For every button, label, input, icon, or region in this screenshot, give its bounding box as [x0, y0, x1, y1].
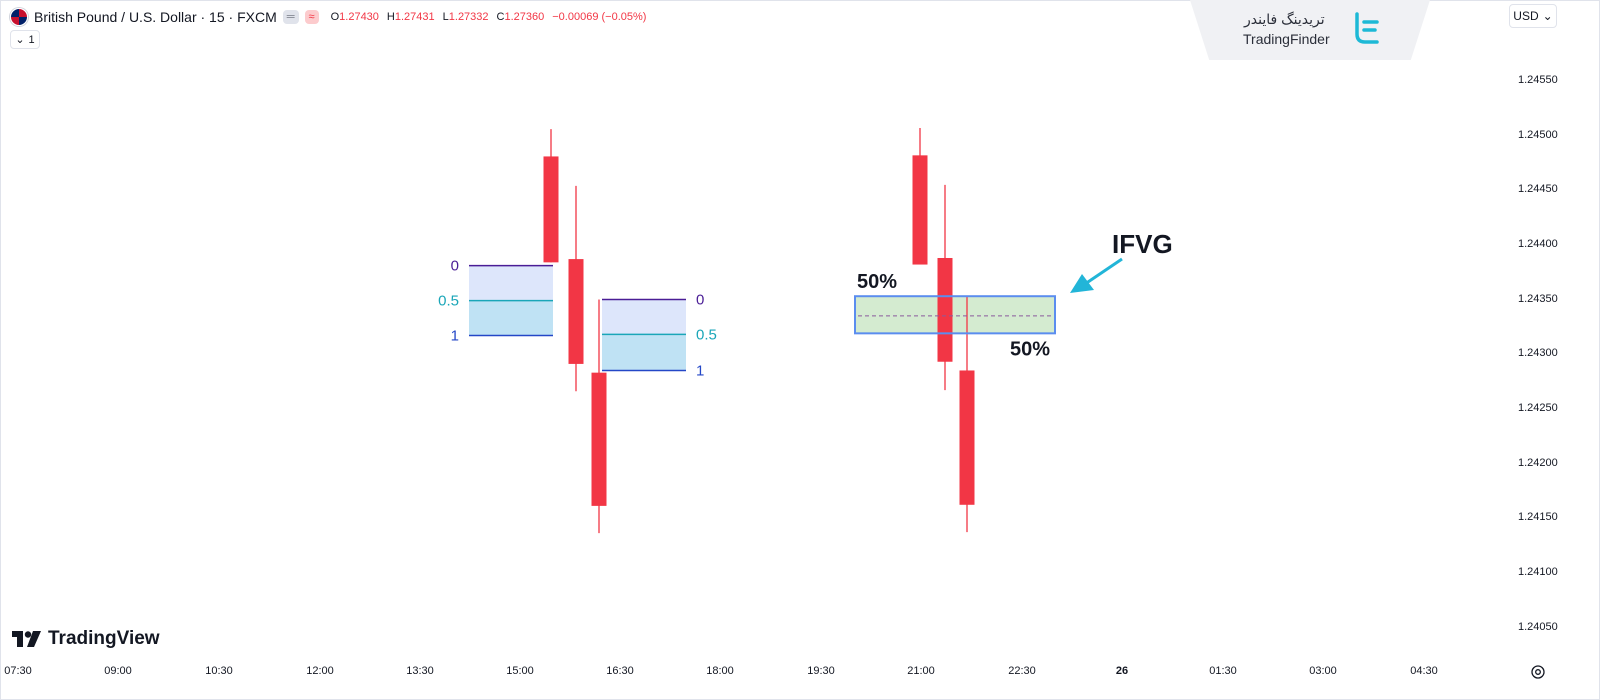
ifvg-arrow-head-icon	[1070, 274, 1094, 293]
open-key: O	[330, 11, 340, 23]
price-label: 1.24100	[1518, 566, 1558, 578]
fvg-level-0-label: 0	[451, 258, 459, 275]
candle-body[interactable]	[912, 155, 928, 265]
price-label: 1.24150	[1518, 511, 1558, 523]
price-label: 1.24300	[1518, 347, 1558, 359]
price-label: 1.24050	[1518, 621, 1558, 633]
watermark-text-en: TradingFinder	[1243, 31, 1330, 47]
close-value: 1.27360	[504, 11, 545, 23]
tradingview-logo-text: TradingView	[48, 628, 160, 649]
symbol-legend[interactable]: British Pound / U.S. Dollar · 15 · FXCM …	[10, 7, 646, 27]
price-label: 1.24250	[1518, 402, 1558, 414]
time-label: 07:30	[4, 665, 32, 677]
currency-label: USD	[1513, 9, 1539, 23]
ifvg-zone[interactable]	[855, 296, 1055, 334]
high-key: H	[386, 11, 395, 23]
time-label: 22:30	[1008, 665, 1036, 677]
chevron-down-icon: ⌄	[15, 34, 25, 46]
fvg-zone-upper-half	[469, 265, 553, 301]
time-label: 10:30	[205, 665, 233, 677]
time-label: 04:30	[1410, 665, 1438, 677]
time-label: 21:00	[907, 665, 935, 677]
fvg-level-05-label: 0.5	[438, 293, 459, 310]
indicator-count: 1	[28, 33, 35, 46]
tradingview-logo-icon	[12, 631, 41, 647]
close-key: C	[496, 11, 505, 23]
time-label: 12:00	[306, 665, 334, 677]
candle-body[interactable]	[543, 156, 559, 263]
ifvg-top-label: 50%	[857, 271, 897, 293]
gbp-usd-flag-icon	[10, 8, 28, 26]
fvg-level-1-label: 1	[451, 328, 459, 345]
symbol-title[interactable]: British Pound / U.S. Dollar · 15 · FXCM	[34, 9, 277, 25]
data-delay-pill[interactable]: ≈	[304, 10, 319, 24]
currency-select[interactable]: USD ⌄	[1509, 4, 1557, 28]
low-value: 1.27332	[448, 11, 489, 23]
time-label: 13:30	[406, 665, 434, 677]
time-label: 01:30	[1209, 665, 1237, 677]
time-label: 18:00	[706, 665, 734, 677]
time-label: 16:30	[606, 665, 634, 677]
ifvg-bottom-label: 50%	[1010, 338, 1050, 360]
candle-body[interactable]	[959, 370, 975, 505]
price-label: 1.24450	[1518, 183, 1558, 195]
tradingview-logo[interactable]: TradingView	[12, 628, 160, 650]
ohlc-values: O1.27430 H1.27431 L1.27332 C1.27360 −0.0…	[331, 11, 647, 23]
fvg-level-1-label: 1	[696, 362, 704, 379]
indicators-collapse-button[interactable]: ⌄ 1	[10, 30, 40, 49]
fvg-level-05-label: 0.5	[696, 326, 717, 343]
time-label: 26	[1115, 665, 1129, 677]
price-label: 1.24550	[1518, 74, 1558, 86]
candle-body[interactable]	[937, 257, 953, 362]
time-label: 19:30	[807, 665, 835, 677]
candlestick-chart[interactable]: 0 0.5 1 0 0.5 1 50% 50% IFVG	[0, 0, 1500, 650]
open-value: 1.27430	[339, 11, 379, 23]
price-label: 1.24200	[1518, 457, 1558, 469]
candle-body[interactable]	[568, 259, 584, 364]
candle-body[interactable]	[591, 372, 607, 506]
price-label: 1.24400	[1518, 238, 1558, 250]
price-label: 1.24350	[1518, 293, 1558, 305]
fvg-level-0-label: 0	[696, 291, 704, 308]
ifvg-title-label: IFVG	[1112, 229, 1173, 259]
time-label: 03:00	[1309, 665, 1337, 677]
ifvg-zone-border	[854, 295, 1056, 335]
tradingfinder-logo-icon	[1355, 12, 1379, 44]
fvg-zone-upper-half	[602, 299, 686, 335]
high-value: 1.27431	[394, 11, 435, 23]
watermark-panel	[1190, 0, 1430, 60]
change-value: −0.00069 (−0.05%)	[552, 11, 647, 23]
market-status-pill[interactable]: ═	[282, 10, 299, 24]
fvg-zone-lower-half	[469, 300, 553, 336]
price-label: 1.24500	[1518, 129, 1558, 141]
settings-gear-icon[interactable]	[1530, 664, 1546, 680]
ifvg-arrow-shaft	[1084, 257, 1123, 286]
fvg-zone-lower-half	[602, 334, 686, 371]
time-label: 15:00	[506, 665, 534, 677]
chevron-down-icon: ⌄	[1542, 9, 1553, 23]
low-key: L	[442, 11, 449, 23]
watermark-text-fa: تریدینگ فایندر	[1244, 11, 1325, 27]
time-label: 09:00	[104, 665, 132, 677]
